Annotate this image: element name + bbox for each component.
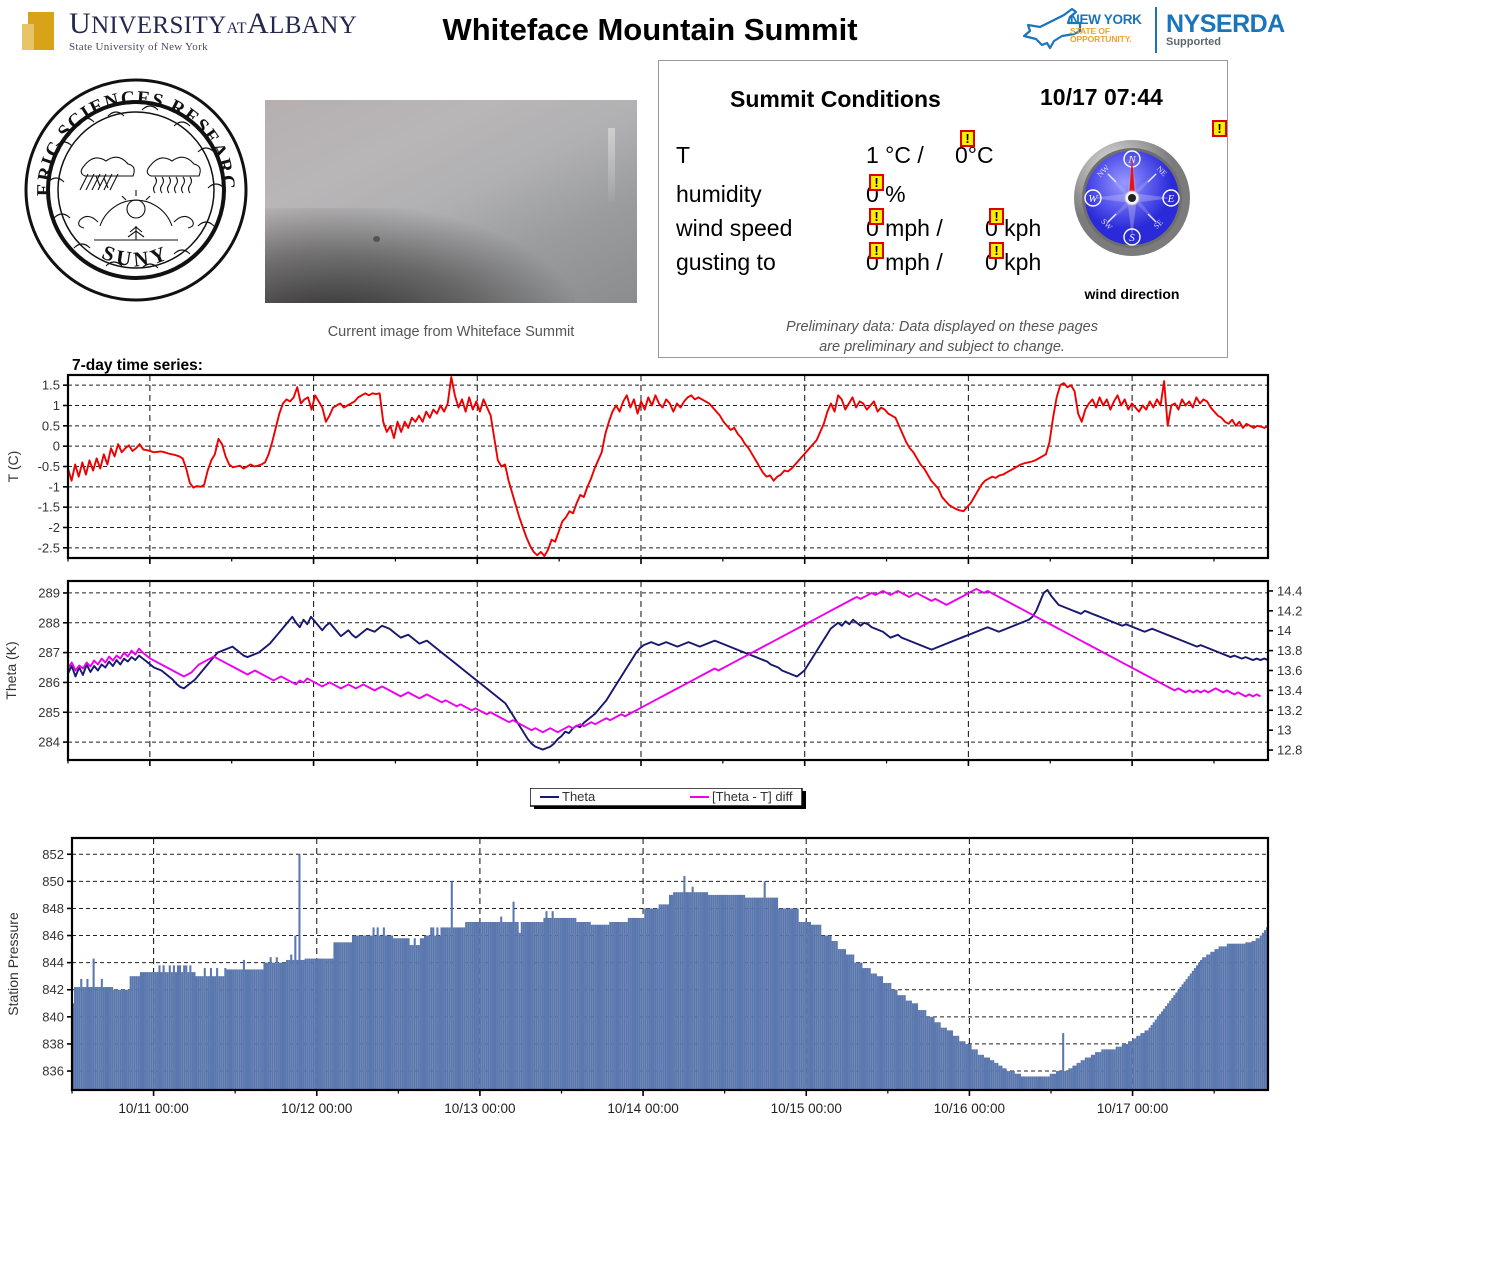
time-series-section-label: 7-day time series: [72, 357, 203, 374]
label-humidity: humidity [676, 181, 762, 207]
ualbany-logo-subtitle: State University of New York [69, 41, 208, 53]
theta-chart: 289 288 287 286 285 284 14.4 14.2 14 13.8 13.6 13.4… [0, 575, 1360, 770]
y-tick-label: 842 [42, 982, 64, 997]
compass-label-e: E [1167, 193, 1175, 205]
y-tick-label: 844 [42, 955, 64, 970]
y-tick-label: 0.5 [42, 418, 60, 433]
y2-tick-label: 14.4 [1277, 583, 1302, 598]
y-tick-label: -2 [48, 520, 60, 535]
y-tick-label: -1.5 [38, 500, 60, 515]
x-tick-label: 10/14 00:00 [607, 1101, 678, 1116]
ualbany-logo-at: AT [226, 20, 247, 37]
x-tick-label: 10/11 00:00 [118, 1101, 188, 1116]
y-tick-label: 1.5 [42, 378, 60, 393]
x-tick-label: 10/12 00:00 [281, 1101, 352, 1116]
legend-entry-label: Theta [562, 789, 596, 804]
conditions-title: Summit Conditions [730, 86, 941, 112]
x-tick-label: 10/13 00:00 [444, 1101, 515, 1116]
y-tick-label: 848 [42, 901, 64, 916]
temperature-chart: 1.5 1 0.5 0 -0.5 -1 -1.5 -2 -2.5 T (C) [0, 365, 1340, 570]
preliminary-data-disclaimer: Preliminary data: Data displayed on thes… [700, 318, 1184, 357]
ualbany-mark-icon [22, 10, 60, 52]
y2-tick-label: 13.4 [1277, 683, 1302, 698]
y2-tick-label: 13.2 [1277, 703, 1302, 718]
y-tick-label: 838 [42, 1036, 64, 1051]
ualbany-logo-lbany: LBANY [269, 12, 358, 39]
warning-icon-gust-mph[interactable] [869, 242, 884, 259]
university-at-albany-logo: UNIVERSITYATALBANY State University of N… [22, 7, 357, 54]
y-tick-label: -0.5 [38, 459, 60, 474]
y-axis-title: T (C) [5, 451, 21, 483]
new-york-state-outline-icon: NEW YORK STATE OF OPPORTUNITY. [1018, 3, 1146, 57]
ualbany-logo-niversity: NIVERSITY [91, 12, 227, 39]
y-tick-label: -1 [48, 479, 60, 494]
warning-icon-gust-kph[interactable] [989, 242, 1004, 259]
compass-label-s: S [1129, 232, 1135, 244]
y-tick-label: 288 [38, 615, 60, 630]
webcam-speck [373, 236, 380, 242]
y-tick-label: 289 [38, 585, 60, 600]
nyserda-logo: NEW YORK STATE OF OPPORTUNITY. NYSERDA S… [1018, 2, 1288, 58]
y-tick-label: 0 [53, 439, 60, 454]
y-tick-label: 850 [42, 874, 64, 889]
nyserda-tagline: Supported [1166, 36, 1221, 49]
ny-state-line1: NEW YORK [1070, 12, 1142, 27]
summit-webcam-image[interactable] [265, 100, 637, 303]
y2-tick-label: 13.6 [1277, 663, 1302, 678]
y2-tick-label: 13.8 [1277, 643, 1302, 658]
x-tick-label: 10/17 00:00 [1097, 1101, 1168, 1116]
y-axis-title: Theta (K) [3, 641, 19, 699]
y2-tick-label: 14 [1277, 623, 1291, 638]
x-tick-label: 10/16 00:00 [934, 1101, 1005, 1116]
warning-icon-wind-speed-mph[interactable] [869, 208, 884, 225]
y-tick-label: 852 [42, 847, 64, 862]
legend-entry-label: [Theta - T] diff [712, 789, 793, 804]
y-axis-title: Station Pressure [5, 912, 21, 1016]
page-title: Whiteface Mountain Summit [442, 12, 858, 47]
asrc-seal-logo: ATMOSPHERIC SCIENCES RESEARCH CENTER SUN… [22, 76, 250, 304]
webcam-pole [608, 128, 615, 202]
label-wind-speed: wind speed [676, 215, 793, 241]
theta-chart-legend: Theta [Theta - T] diff [530, 788, 810, 810]
y-tick-label: 840 [42, 1009, 64, 1024]
y2-tick-label: 13 [1277, 723, 1291, 738]
ualbany-logo-u: U [69, 7, 92, 40]
y2-tick-label: 12.8 [1277, 743, 1302, 758]
compass-needle [1124, 156, 1140, 206]
ny-state-line2: STATE OF [1070, 25, 1110, 36]
warning-icon-temperature[interactable] [960, 130, 975, 147]
svg-text:SUNY: SUNY [99, 240, 173, 271]
wind-direction-compass: N E S W NW NE SW SE [1072, 138, 1192, 258]
ualbany-logo-a: A [246, 7, 270, 40]
warning-icon-humidity[interactable] [869, 174, 884, 191]
y-tick-label: 846 [42, 928, 64, 943]
compass-caption: wind direction [1084, 286, 1180, 302]
y-tick-label: 285 [38, 705, 60, 720]
disclaimer-line-1: Preliminary data: Data displayed on thes… [786, 319, 1098, 335]
disclaimer-line-2: are preliminary and subject to change. [819, 338, 1065, 355]
y2-tick-label: 14.2 [1277, 603, 1302, 618]
ny-state-line3: OPPORTUNITY. [1070, 34, 1132, 45]
y-tick-label: -2.5 [38, 540, 60, 555]
y-tick-label: 286 [38, 675, 60, 690]
y-tick-label: 1 [53, 398, 60, 413]
conditions-timestamp: 10/17 07:44 [1040, 84, 1163, 110]
compass-label-w: W [1088, 193, 1098, 205]
value-temperature-c: 1 °C / [866, 142, 924, 168]
label-temperature: T [676, 142, 691, 168]
webcam-fog-shadow [265, 208, 575, 303]
y-tick-label: 284 [38, 735, 60, 750]
x-tick-label: 10/15 00:00 [771, 1101, 842, 1116]
warning-icon-wind-speed-kph[interactable] [989, 208, 1004, 225]
station-pressure-chart: 852 850 848 846 844 842 840 838 836 10/11 00:00 10… [0, 830, 1300, 1130]
y-tick-label: 836 [42, 1064, 64, 1079]
webcam-caption: Current image from Whiteface Summit [327, 324, 575, 340]
label-gusting-to: gusting to [676, 249, 776, 275]
warning-icon-station[interactable] [1212, 120, 1227, 137]
y-tick-label: 287 [38, 645, 60, 660]
nyserda-name: NYSERDA [1166, 10, 1285, 39]
logo-divider [1155, 7, 1157, 53]
